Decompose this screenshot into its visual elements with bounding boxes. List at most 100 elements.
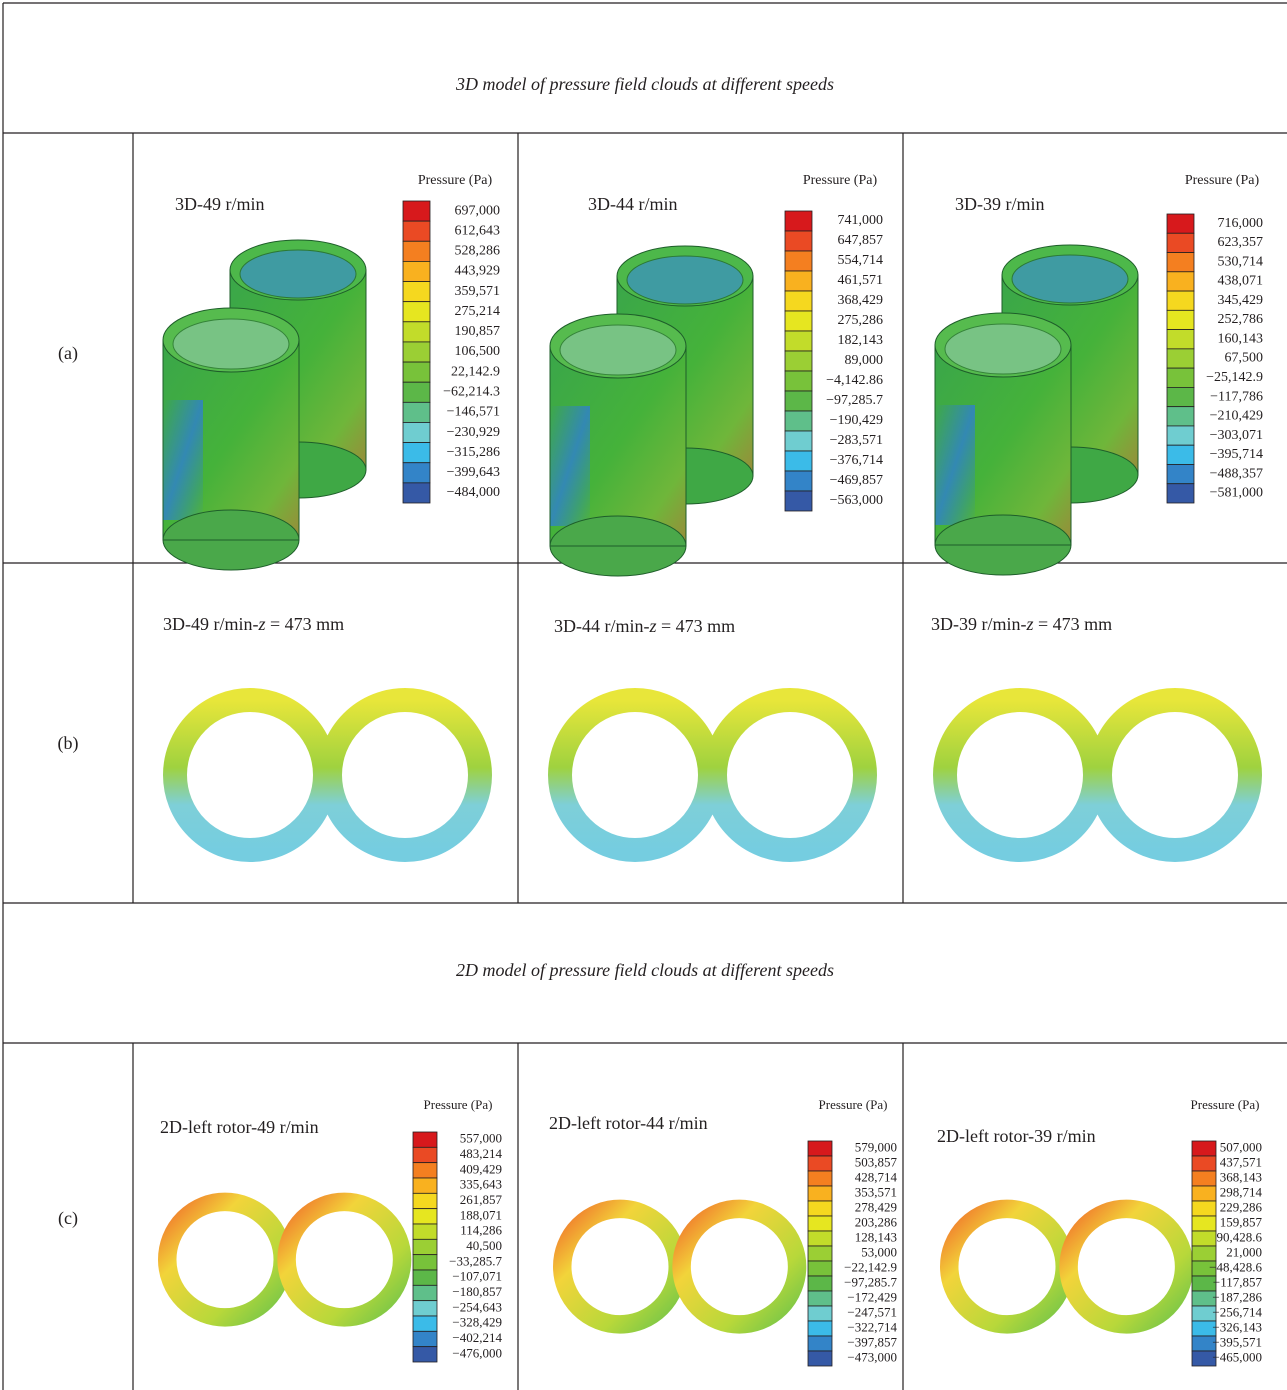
legend-label: 697,000 xyxy=(455,203,501,218)
legend-label: −180,857 xyxy=(452,1284,502,1299)
color-band xyxy=(785,231,812,251)
cylinder-image xyxy=(550,246,753,576)
color-band xyxy=(785,291,812,311)
color-band xyxy=(403,443,430,463)
color-band xyxy=(1167,445,1194,464)
legend-label: 190,857 xyxy=(455,324,501,339)
color-band xyxy=(413,1209,437,1224)
color-band xyxy=(1167,310,1194,329)
color-band xyxy=(403,221,430,241)
color-band xyxy=(1192,1141,1216,1156)
color-band xyxy=(808,1171,832,1186)
color-band xyxy=(808,1156,832,1171)
color-band xyxy=(785,371,812,391)
row-label: (b) xyxy=(58,733,79,754)
legend-label: −395,571 xyxy=(1212,1334,1262,1349)
legend-label: 368,429 xyxy=(838,293,884,308)
color-band xyxy=(1192,1231,1216,1246)
color-band xyxy=(785,471,812,491)
legend-label: 345,429 xyxy=(1218,293,1264,308)
legend-label: 335,643 xyxy=(460,1177,502,1192)
cell-title: 3D-44 r/min-z = 473 mm xyxy=(554,616,735,636)
legend-label: −376,714 xyxy=(830,453,883,468)
color-band xyxy=(1192,1201,1216,1216)
color-band xyxy=(785,331,812,351)
color-band xyxy=(413,1301,437,1316)
legend-label: 275,286 xyxy=(838,313,884,328)
title-part: z xyxy=(257,614,265,634)
color-band xyxy=(808,1336,832,1351)
legend-label: 428,714 xyxy=(855,1169,898,1184)
legend-label: 554,714 xyxy=(838,253,884,268)
legend-title: Pressure (Pa) xyxy=(1185,173,1260,188)
legend-label: −256,714 xyxy=(1212,1304,1262,1319)
color-band xyxy=(413,1239,437,1254)
legend-label: −395,714 xyxy=(1210,447,1263,462)
legend-label: −563,000 xyxy=(830,493,883,508)
legend-label: 409,429 xyxy=(460,1161,502,1176)
color-band xyxy=(403,422,430,442)
cell-title: 3D-39 r/min-z = 473 mm xyxy=(931,614,1112,634)
color-band xyxy=(785,391,812,411)
title-part: 3D-39 r/min- xyxy=(931,614,1026,634)
legend-label: −322,714 xyxy=(847,1319,897,1334)
legend-label: −476,000 xyxy=(452,1345,502,1360)
legend-label: 106,500 xyxy=(455,344,501,359)
legend-label: 612,643 xyxy=(455,223,501,238)
color-band xyxy=(785,451,812,471)
color-band xyxy=(413,1224,437,1239)
legend-label: −146,571 xyxy=(447,405,500,420)
legend-label: −303,071 xyxy=(1210,428,1263,443)
legend-label: −190,429 xyxy=(830,413,883,428)
color-band xyxy=(808,1261,832,1276)
color-band xyxy=(1167,233,1194,252)
color-band xyxy=(1192,1186,1216,1201)
legend-label: −402,214 xyxy=(452,1330,502,1345)
legend-label: −484,000 xyxy=(447,485,500,500)
legend-label: 188,071 xyxy=(460,1207,502,1222)
cylinder-image xyxy=(163,240,366,570)
legend-label: 53,000 xyxy=(861,1244,897,1259)
legend-label: −210,429 xyxy=(1210,409,1263,424)
legend-label: −230,929 xyxy=(447,425,500,440)
color-band xyxy=(1192,1171,1216,1186)
legend-label: 528,286 xyxy=(455,244,501,259)
legend-label: 22,142.9 xyxy=(451,364,500,379)
legend-label: 483,214 xyxy=(460,1146,503,1161)
legend-label: −328,429 xyxy=(452,1315,502,1330)
legend-label: 40,500 xyxy=(466,1238,502,1253)
color-band xyxy=(785,311,812,331)
cell-title: 3D-49 r/min-z = 473 mm xyxy=(163,614,344,634)
legend-label: 298,714 xyxy=(1220,1184,1263,1199)
color-band xyxy=(785,411,812,431)
legend-label: 159,857 xyxy=(1220,1214,1263,1229)
color-band xyxy=(403,342,430,362)
legend-label: −4,142.86 xyxy=(826,373,883,388)
legend-label: −25,142.9 xyxy=(1206,370,1263,385)
legend-label: −97,285.7 xyxy=(826,393,883,408)
color-band xyxy=(413,1347,437,1362)
legend-label: −107,071 xyxy=(452,1269,502,1284)
legend-label: 530,714 xyxy=(1218,254,1264,269)
legend-label: −22,142.9 xyxy=(844,1259,897,1274)
legend-label: −581,000 xyxy=(1210,486,1263,501)
color-band xyxy=(413,1163,437,1178)
color-band xyxy=(1192,1216,1216,1231)
color-band xyxy=(403,463,430,483)
color-band xyxy=(1167,272,1194,291)
color-band xyxy=(808,1216,832,1231)
color-band xyxy=(808,1246,832,1261)
legend-label: 438,071 xyxy=(1218,274,1264,289)
color-band xyxy=(1167,368,1194,387)
color-band xyxy=(808,1291,832,1306)
section-image xyxy=(562,1209,797,1325)
color-band xyxy=(785,271,812,291)
legend-label: −247,571 xyxy=(847,1304,897,1319)
legend-label: −326,143 xyxy=(1212,1319,1262,1334)
title-part: = 473 mm xyxy=(266,614,345,634)
legend-label: −33,285.7 xyxy=(449,1253,502,1268)
legend-label: 359,571 xyxy=(455,284,501,299)
legend-label: 461,571 xyxy=(838,273,884,288)
color-band xyxy=(808,1321,832,1336)
legend-label: 67,500 xyxy=(1225,351,1264,366)
